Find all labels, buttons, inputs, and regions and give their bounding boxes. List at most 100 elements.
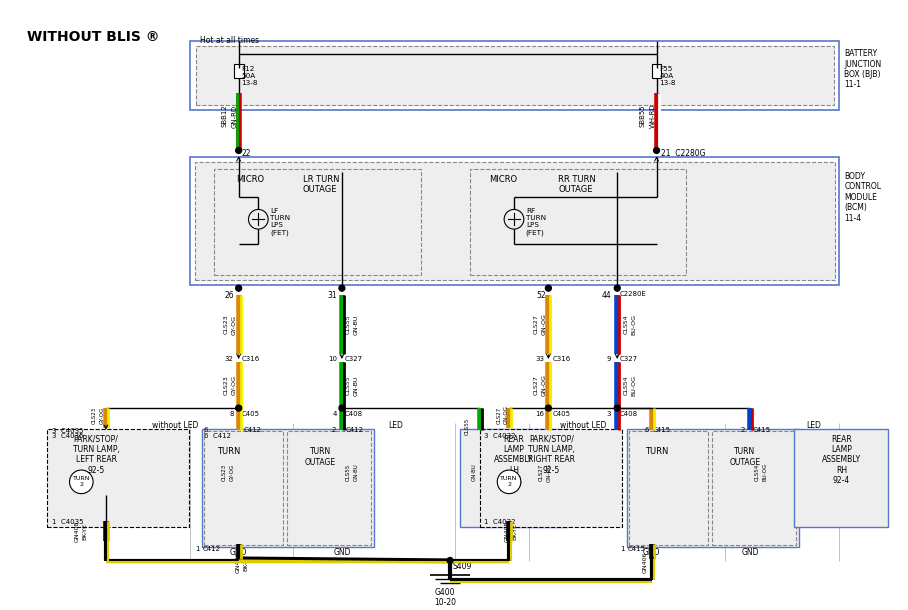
- Text: C412: C412: [243, 427, 262, 432]
- Text: GN-BU: GN-BU: [354, 314, 359, 335]
- Text: CLS27: CLS27: [534, 376, 538, 395]
- Circle shape: [339, 285, 345, 291]
- Circle shape: [236, 148, 242, 153]
- Text: TURN
2: TURN 2: [73, 476, 90, 487]
- Text: GND: GND: [643, 548, 660, 557]
- Text: GY-OG: GY-OG: [232, 376, 237, 395]
- Text: C415: C415: [653, 427, 671, 432]
- Text: GN408: GN408: [74, 520, 79, 542]
- Text: BK-YE: BK-YE: [651, 554, 656, 571]
- Text: CLS23: CLS23: [224, 376, 229, 395]
- Text: GND: GND: [230, 548, 247, 557]
- Text: GN-BU: GN-BU: [471, 463, 477, 481]
- Text: 52: 52: [537, 291, 547, 300]
- Text: BU-OG: BU-OG: [631, 375, 636, 396]
- Text: CLS55: CLS55: [346, 376, 350, 395]
- Text: 1: 1: [195, 546, 200, 552]
- Bar: [287, 431, 371, 545]
- Bar: [629, 431, 707, 545]
- Text: WH-RD: WH-RD: [650, 104, 656, 128]
- Text: TURN: TURN: [645, 447, 668, 456]
- Text: without LED: without LED: [559, 421, 606, 430]
- Text: TURN: TURN: [217, 447, 241, 456]
- Text: GN405: GN405: [504, 520, 509, 542]
- Text: BK-YE: BK-YE: [83, 523, 87, 539]
- Text: CLS23: CLS23: [222, 464, 227, 481]
- Text: BK-YE: BK-YE: [243, 554, 249, 571]
- Circle shape: [236, 285, 242, 291]
- Text: RR TURN
OUTAGE: RR TURN OUTAGE: [558, 175, 596, 195]
- Text: GN-RD: GN-RD: [232, 104, 238, 127]
- Text: 3: 3: [607, 411, 611, 417]
- Bar: [196, 46, 834, 105]
- Text: C405: C405: [552, 411, 570, 417]
- Text: C327: C327: [345, 356, 363, 362]
- Bar: [652, 64, 662, 77]
- Text: LF
TURN
LPS
(FET): LF TURN LPS (FET): [270, 209, 291, 236]
- Bar: [469, 169, 686, 275]
- Text: LR TURN
OUTAGE: LR TURN OUTAGE: [302, 175, 339, 195]
- Circle shape: [546, 285, 551, 291]
- Text: GN-OG: GN-OG: [541, 314, 547, 336]
- Text: GY-OG: GY-OG: [232, 315, 237, 334]
- Bar: [233, 64, 243, 77]
- Bar: [794, 429, 888, 527]
- Circle shape: [654, 148, 659, 153]
- Text: GY-OG: GY-OG: [100, 406, 105, 423]
- Text: CLS55: CLS55: [346, 464, 350, 481]
- Text: GND: GND: [333, 548, 350, 557]
- Text: MICRO: MICRO: [236, 175, 264, 184]
- Text: GN-BU: GN-BU: [354, 463, 359, 481]
- Text: 1  C4035: 1 C4035: [52, 519, 84, 525]
- Text: CLS54: CLS54: [623, 376, 628, 395]
- Text: 33: 33: [536, 356, 545, 362]
- Text: GN406: GN406: [643, 552, 647, 573]
- Text: 6: 6: [644, 427, 648, 432]
- Text: 2: 2: [741, 427, 745, 432]
- Bar: [191, 157, 840, 285]
- Text: GY-OG: GY-OG: [230, 464, 235, 481]
- Text: C415: C415: [753, 427, 771, 432]
- Text: 26: 26: [224, 291, 233, 300]
- Bar: [712, 431, 796, 545]
- Bar: [627, 429, 799, 547]
- Bar: [479, 429, 622, 527]
- Bar: [214, 169, 420, 275]
- Text: GN406: GN406: [236, 552, 241, 573]
- Text: C412: C412: [202, 546, 221, 552]
- Text: C408: C408: [619, 411, 637, 417]
- Text: 32: 32: [225, 356, 233, 362]
- Text: CLS27: CLS27: [538, 464, 544, 481]
- Text: BU-OG: BU-OG: [763, 463, 768, 481]
- Text: Hot at all times: Hot at all times: [201, 37, 260, 45]
- Text: 1  C4032: 1 C4032: [485, 519, 516, 525]
- Text: 2: 2: [331, 427, 336, 432]
- Text: 1: 1: [620, 546, 625, 552]
- Text: GN-OG: GN-OG: [504, 406, 509, 425]
- Bar: [459, 429, 568, 527]
- Circle shape: [236, 405, 242, 411]
- Text: CLS54: CLS54: [755, 464, 760, 481]
- Circle shape: [615, 285, 620, 291]
- Text: 9: 9: [607, 356, 611, 362]
- Text: 3  C4035: 3 C4035: [52, 432, 84, 439]
- Text: BATTERY
JUNCTION
BOX (BJB)
11-1: BATTERY JUNCTION BOX (BJB) 11-1: [844, 49, 882, 90]
- Bar: [195, 162, 834, 280]
- Circle shape: [546, 405, 551, 411]
- Text: WITHOUT BLIS ®: WITHOUT BLIS ®: [27, 29, 160, 43]
- Text: C412: C412: [346, 427, 364, 432]
- Text: 31: 31: [328, 291, 337, 300]
- Text: GN-OG: GN-OG: [541, 375, 547, 397]
- Text: C405: C405: [242, 411, 260, 417]
- Text: TURN
OUTAGE: TURN OUTAGE: [729, 447, 761, 467]
- Text: BK-YE: BK-YE: [512, 523, 517, 539]
- Text: C2280E: C2280E: [619, 291, 646, 297]
- Text: G400
10-20: G400 10-20: [434, 588, 456, 608]
- Text: without LED: without LED: [152, 421, 198, 430]
- Text: SBB55: SBB55: [640, 105, 646, 127]
- Text: S409: S409: [452, 562, 471, 572]
- Text: RF
TURN
LPS
(FET): RF TURN LPS (FET): [526, 209, 546, 236]
- Text: C316: C316: [552, 356, 570, 362]
- Text: CLS23: CLS23: [224, 315, 229, 334]
- Text: 6  C412: 6 C412: [204, 432, 232, 439]
